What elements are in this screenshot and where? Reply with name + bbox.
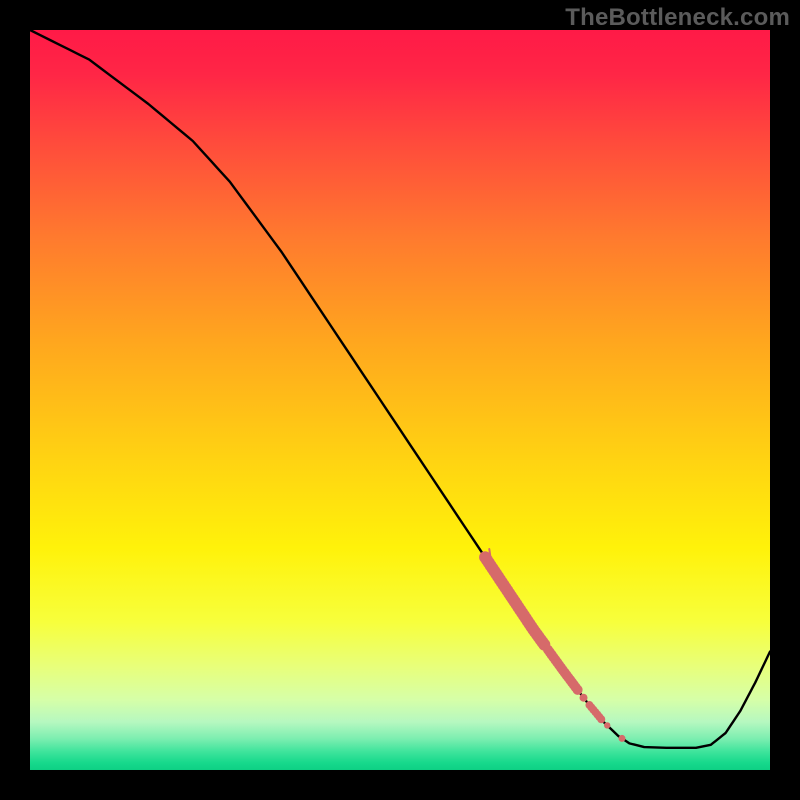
plot-background [30,30,770,770]
chart-stage: TheBottleneck.com [0,0,800,800]
watermark-text: TheBottleneck.com [565,4,790,32]
bottleneck-chart [0,0,800,800]
